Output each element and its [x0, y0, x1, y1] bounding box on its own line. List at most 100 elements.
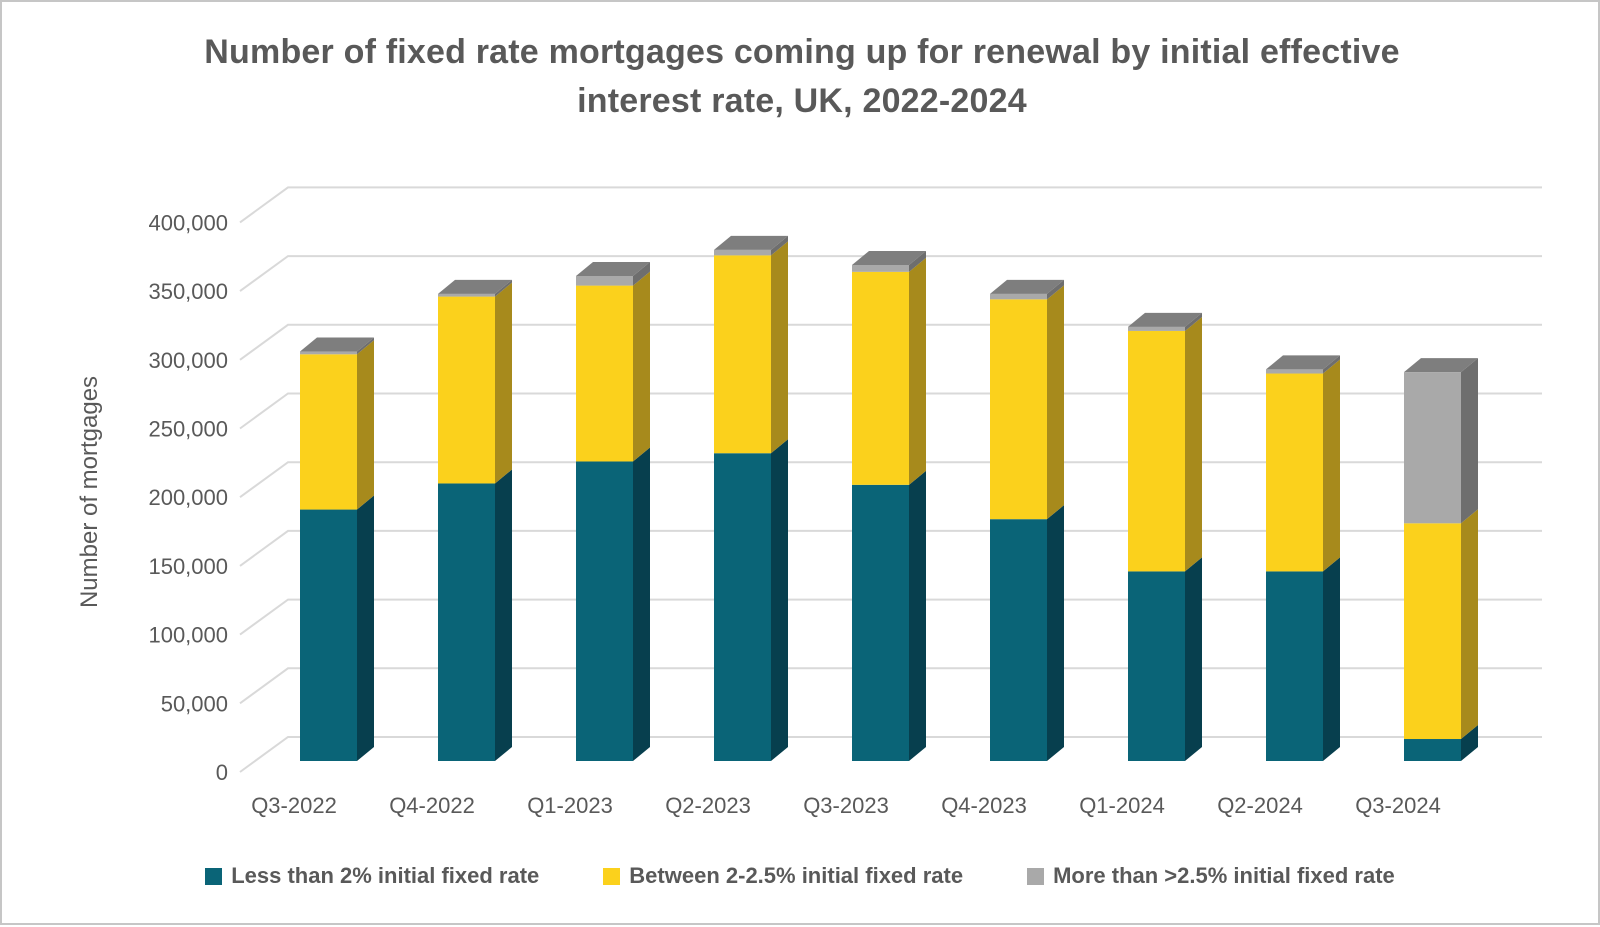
bar-segment	[438, 293, 495, 297]
bar-segment-side	[1461, 509, 1478, 740]
bar-segment-side	[771, 439, 788, 761]
x-tick-label: Q2-2023	[665, 793, 751, 818]
bar-segment-side	[357, 340, 374, 510]
y-tick-label: 0	[216, 760, 228, 785]
bar-segment-side	[357, 337, 374, 355]
bar-segment	[300, 351, 357, 355]
gridline	[239, 323, 1542, 361]
gridline	[239, 529, 1542, 567]
bar-segment-side	[771, 235, 788, 256]
bar-top-face	[990, 279, 1064, 294]
x-tick-label: Q2-2024	[1217, 793, 1303, 818]
bar-segment	[438, 483, 495, 761]
legend-swatch-icon	[1027, 867, 1045, 885]
bar-segment-side	[1185, 312, 1202, 331]
legend: Less than 2% initial fixed rate Between 2…	[2, 863, 1598, 889]
bar-segment	[1128, 326, 1185, 331]
y-tick-label: 100,000	[148, 623, 228, 648]
legend-item: Less than 2% initial fixed rate	[205, 863, 539, 889]
y-axis-title: Number of mortgages	[76, 376, 103, 608]
bar-segment	[990, 299, 1047, 520]
bar-segment-side	[1047, 279, 1064, 300]
x-tick-label: Q4-2023	[941, 793, 1027, 818]
y-tick-label: 300,000	[148, 348, 228, 373]
bar-top-face	[1128, 312, 1202, 327]
x-tick-label: Q4-2022	[389, 793, 475, 818]
y-tick-label: 400,000	[148, 210, 228, 235]
bar-top-face	[438, 279, 512, 294]
bar-segment	[714, 453, 771, 761]
bar-segment	[990, 519, 1047, 761]
bar-segment-side	[909, 257, 926, 485]
chart-title: Number of fixed rate mortgages coming up…	[204, 33, 1400, 121]
gridline	[239, 736, 1542, 773]
bar-segment-side	[1185, 316, 1202, 572]
gridline	[239, 255, 1542, 292]
bar-segment	[576, 461, 633, 761]
bar-segment-side	[633, 447, 650, 761]
gridline	[239, 598, 1542, 636]
legend-label: Between 2-2.5% initial fixed rate	[629, 863, 964, 888]
bar-segment	[300, 509, 357, 761]
legend-item: More than >2.5% initial fixed rate	[1027, 863, 1395, 889]
bar-segment-side	[1047, 285, 1064, 520]
bar-segment	[1404, 739, 1461, 761]
y-tick-label: 50,000	[161, 691, 228, 716]
legend-label: More than >2.5% initial fixed rate	[1053, 863, 1395, 888]
bar-top-face	[714, 235, 788, 250]
legend-label: Less than 2% initial fixed rate	[231, 863, 540, 888]
bar-segment-side	[357, 495, 374, 761]
gridline	[239, 392, 1542, 430]
bar-top-face	[1266, 355, 1340, 370]
bar-segment	[852, 271, 909, 485]
bar-segment	[1128, 330, 1185, 572]
y-tick-label: 150,000	[148, 554, 228, 579]
x-tick-label: Q3-2023	[803, 793, 889, 818]
bar-segment-side	[495, 282, 512, 484]
x-tick-label: Q3-2024	[1355, 793, 1441, 818]
bar-segment-side	[633, 271, 650, 462]
bar-segment	[1404, 372, 1461, 524]
bar-segment	[990, 293, 1047, 300]
bar-segment-side	[1323, 557, 1340, 761]
legend-swatch-icon	[205, 867, 223, 885]
bar-segment-side	[909, 470, 926, 761]
x-tick-label: Q1-2023	[527, 793, 613, 818]
bar-segment	[1266, 373, 1323, 572]
bar-segment-side	[1323, 355, 1340, 374]
bar-segment-side	[1185, 557, 1202, 761]
bar-segment-side	[771, 241, 788, 454]
bar-top-face	[300, 337, 374, 352]
bar-segment	[714, 249, 771, 256]
bar-segment-side	[495, 279, 512, 297]
gridline	[239, 667, 1542, 705]
bar-segment-side	[909, 250, 926, 272]
bar-segment	[1266, 571, 1323, 761]
x-tick-label: Q3-2022	[251, 793, 337, 818]
bar-segment	[852, 264, 909, 272]
bar-segment-side	[1461, 358, 1478, 524]
gridline	[239, 461, 1542, 499]
legend-swatch-icon	[603, 867, 621, 885]
gridline	[239, 186, 1542, 224]
bar-top-face	[852, 250, 926, 265]
bar-segment-side	[633, 261, 650, 286]
bar-segment	[300, 354, 357, 510]
bar-segment-side	[1047, 505, 1064, 761]
bar-segment	[576, 285, 633, 462]
bar-segment-side	[1323, 359, 1340, 572]
bar-segment	[1404, 523, 1461, 740]
bar-segment	[576, 275, 633, 286]
bar-segment	[438, 296, 495, 484]
x-tick-label: Q1-2024	[1079, 793, 1165, 818]
bar-segment	[1128, 571, 1185, 761]
bar-segment	[714, 255, 771, 454]
bar-top-face	[1404, 358, 1478, 373]
bar-segment-side	[495, 469, 512, 761]
bar-top-face	[576, 261, 650, 276]
y-tick-label: 250,000	[148, 417, 228, 442]
bar-segment-side	[1461, 725, 1478, 761]
legend-item: Between 2-2.5% initial fixed rate	[603, 863, 963, 889]
